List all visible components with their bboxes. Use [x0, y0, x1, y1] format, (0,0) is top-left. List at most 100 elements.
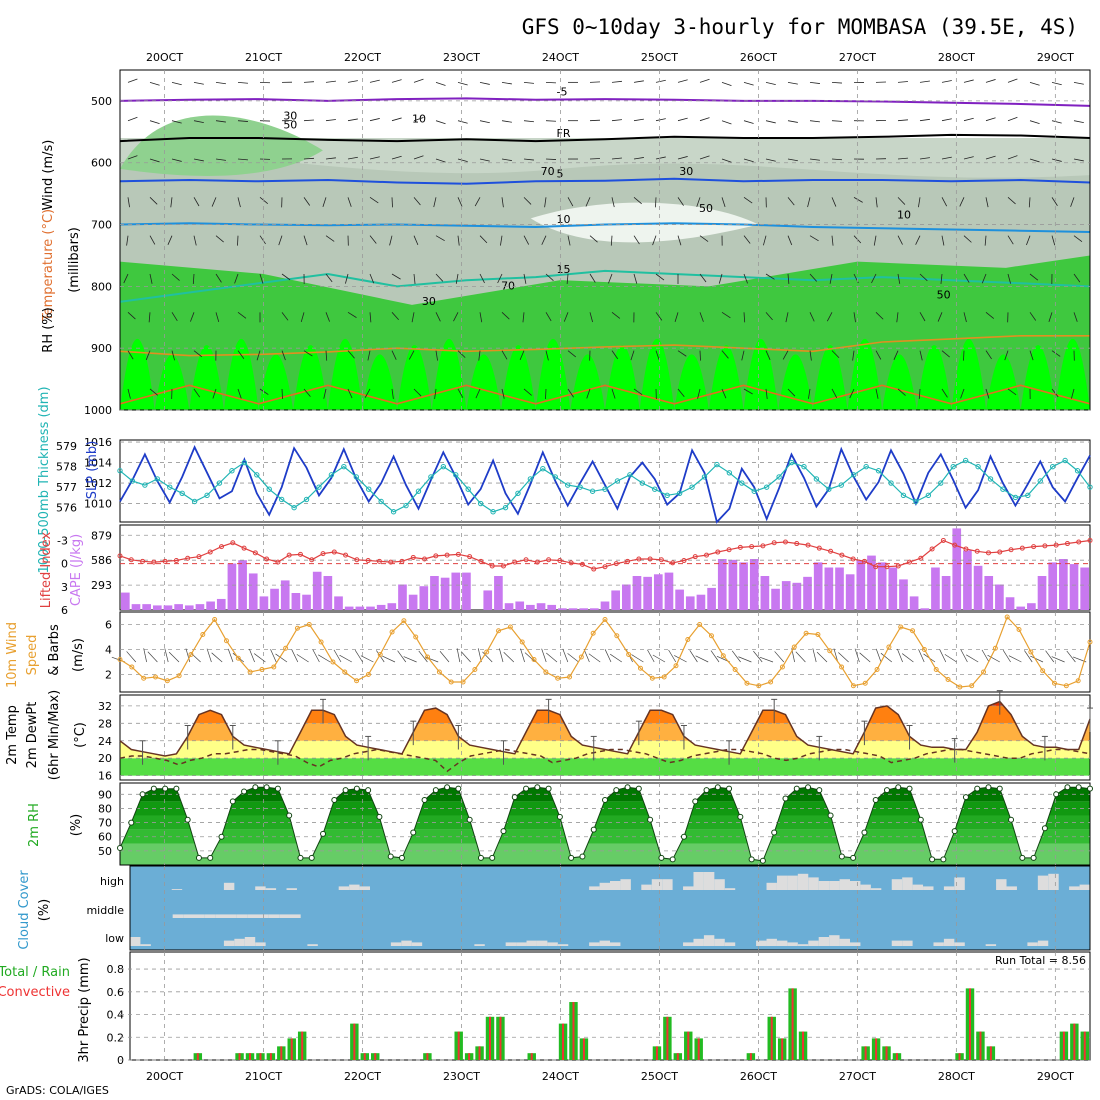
wind-barb [826, 312, 833, 322]
rh-marker [184, 816, 191, 823]
wind-speed-marker [933, 667, 939, 672]
precip-bar-convective [895, 1053, 898, 1060]
thickness-marker [179, 490, 185, 496]
lifted-index-marker [252, 550, 258, 556]
lifted-index-marker [1008, 547, 1014, 553]
wind-tick-label: 6 [105, 619, 112, 632]
y-axis-label: (%) [37, 899, 52, 922]
rh-marker [229, 798, 236, 805]
wind-barb [171, 120, 182, 124]
rh-marker [726, 785, 733, 792]
wind-barb [611, 157, 622, 160]
precip-bar-convective [457, 1031, 460, 1060]
wind-barb [738, 656, 752, 663]
wind-barb [633, 157, 644, 160]
thickness-marker [341, 463, 347, 470]
precip-bar-convective [749, 1053, 752, 1060]
rh-marker [703, 787, 710, 794]
wind-barb [1007, 235, 1014, 245]
wind-barb [915, 235, 921, 245]
cloud-bar-high [589, 886, 600, 890]
thickness-marker [366, 486, 372, 492]
rh-marker [647, 816, 654, 823]
panel-frame [119, 439, 1091, 523]
cloud-bar-high [286, 888, 297, 890]
wind-barb [695, 655, 709, 663]
rh-marker [974, 785, 981, 792]
wind-barb [413, 235, 419, 246]
cloud-bar-high [1069, 886, 1080, 890]
precip-tick-label: 0.6 [107, 986, 125, 999]
wind-barb [281, 273, 291, 281]
y-axis-label: 2m DewPt [25, 702, 40, 769]
wind-speed-marker [342, 669, 348, 675]
precip-bar-convective [687, 1031, 690, 1060]
wind-barb [164, 648, 169, 663]
rh-tick-label: 50 [98, 845, 112, 858]
thickness-marker [552, 474, 558, 480]
cloud-row-label: middle [86, 904, 124, 917]
temp-tick-label: 20 [98, 752, 112, 765]
wind-barb [479, 158, 490, 162]
wind-speed-marker [850, 683, 856, 689]
y-tick-label: 600 [91, 157, 112, 170]
precip-bar-convective [489, 1016, 491, 1060]
wind-barb [897, 648, 903, 663]
lifted-index-marker [940, 537, 946, 543]
wind-barb [875, 312, 884, 320]
lifted-index-marker [297, 551, 303, 557]
cloud-bar-high [693, 872, 704, 890]
rh-marker [398, 854, 405, 861]
thickness-marker [1000, 486, 1006, 492]
lifted-index-marker [162, 558, 168, 564]
thickness-marker [987, 476, 994, 482]
wind-barb [941, 235, 945, 246]
wind-speed-marker [1040, 668, 1046, 674]
wind-barb [919, 312, 926, 322]
wind-speed-marker [389, 629, 395, 635]
rh-marker [1041, 825, 1048, 832]
rh-marker [365, 787, 372, 794]
precip-bar-convective [353, 1023, 356, 1060]
wind-barb [787, 197, 795, 206]
cape-bar [995, 584, 1004, 610]
wind-barb [1007, 155, 1018, 160]
wind-barb [831, 235, 834, 246]
slp-tick-label: 1010 [84, 498, 112, 511]
contour-label: 15 [557, 263, 571, 276]
wind-barb [918, 388, 921, 399]
wind-barb [391, 350, 397, 360]
wind-barb [699, 312, 704, 322]
lifted-index-marker [816, 545, 822, 551]
wind-barb [963, 312, 967, 323]
bottom-x-axis: 20OCT 21OCT 22OCT 23OCT 24OCT 25OCT 26OCT 27OCT… [146, 1070, 1074, 1083]
wind-barb [127, 116, 138, 122]
wind-speed-marker [992, 645, 998, 651]
wind-barb [721, 388, 727, 399]
wind-barb [501, 197, 504, 208]
wind-barb [149, 197, 158, 205]
lifted-index-marker [241, 545, 247, 551]
thickness-tick-label: 576 [56, 502, 77, 515]
wind-barb [1026, 235, 1031, 246]
cloud-bar-high [610, 881, 621, 890]
cloud-bar-high [923, 886, 934, 890]
cloud-row-label: low [105, 932, 124, 945]
precip-tick-label: 0.8 [107, 963, 125, 976]
cloud-bar-high [703, 872, 715, 890]
cape-bar [483, 590, 493, 610]
cloud-bar-low [130, 937, 141, 946]
wind-barb [501, 120, 512, 123]
wind-barb [234, 273, 239, 284]
wind-barb [1051, 197, 1058, 206]
wind-speed-marker [413, 634, 419, 640]
rh-marker [658, 854, 665, 861]
thickness-marker [1062, 457, 1068, 464]
wind-speed-marker [649, 675, 655, 681]
cape-bar [877, 562, 887, 610]
wind-speed-marker [637, 665, 643, 671]
wind-barb [127, 197, 130, 208]
wind-barb [149, 273, 153, 284]
wind-speed-marker [1063, 683, 1069, 689]
thickness-marker [1049, 463, 1056, 470]
